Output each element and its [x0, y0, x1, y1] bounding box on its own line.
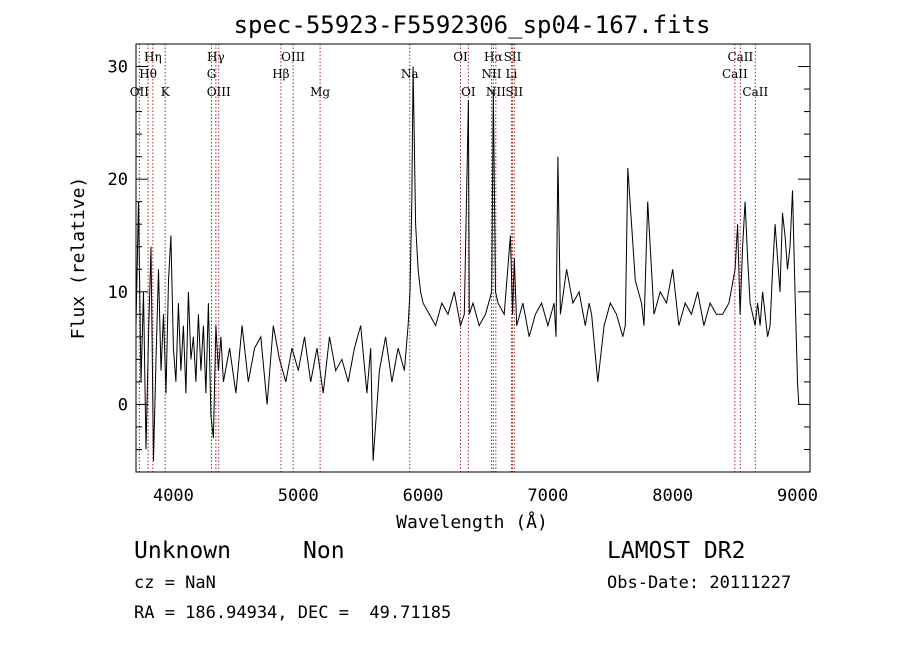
line-marker-label: SII	[505, 85, 523, 99]
plot-frame	[135, 43, 811, 473]
y-tick-label: 30	[108, 58, 128, 78]
y-tick-label: 0	[118, 395, 128, 415]
x-tick-label: 7000	[527, 486, 568, 506]
y-tick-label: 10	[108, 283, 128, 303]
x-axis-label: Wavelength (Å)	[396, 511, 548, 533]
line-marker-label: Hη	[144, 50, 162, 64]
coordinates: RA = 186.94934, DEC = 49.71185	[134, 603, 452, 623]
survey-name: LAMOST DR2	[607, 538, 746, 564]
line-marker-label: SII	[504, 50, 522, 64]
line-marker-label: Hθ	[139, 67, 157, 81]
line-marker-label: Mg	[310, 85, 330, 99]
series-layer	[135, 66, 800, 461]
line-marker-label: Hβ	[272, 67, 289, 81]
line-marker-label: G	[207, 67, 217, 81]
line-marker-label: Hγ	[207, 50, 225, 64]
line-marker-label: OI	[453, 50, 468, 64]
object-class: Unknown	[134, 538, 231, 564]
line-marker-label: NII	[481, 67, 501, 81]
line-marker-label: Na	[401, 67, 419, 81]
y-axis-label: Flux (relative)	[68, 177, 89, 340]
line-marker-label: OIII	[207, 85, 231, 99]
x-tick-label: 8000	[652, 486, 693, 506]
line-marker-label: CaII	[727, 50, 753, 64]
x-tick-label: 9000	[777, 486, 818, 506]
axes: 4000 5000 6000 7000 8000 9000 0 10 20 30	[108, 43, 818, 506]
observation-date: Obs-Date: 20111227	[607, 573, 792, 593]
line-marker-label: NII	[486, 85, 506, 99]
line-marker-label: CaII	[722, 67, 748, 81]
x-tick-label: 6000	[403, 486, 444, 506]
line-marker-label: CaII	[742, 85, 768, 99]
line-marker-label: OII	[130, 85, 150, 99]
object-subclass: Non	[303, 538, 345, 564]
y-tick-label: 20	[108, 170, 128, 190]
line-marker-label: OI	[461, 85, 476, 99]
redshift-value: cz = NaN	[134, 573, 216, 593]
line-marker-label: K	[161, 85, 171, 99]
line-marker-label: OIII	[281, 50, 305, 64]
chart-title: spec-55923-F5592306_sp04-167.fits	[234, 11, 711, 39]
x-tick-label: 4000	[153, 486, 194, 506]
x-tick-label: 5000	[278, 486, 319, 506]
line-marker-label: Hα	[484, 50, 503, 64]
spectrum-line	[135, 66, 800, 461]
line-marker-label: Li	[506, 67, 518, 81]
